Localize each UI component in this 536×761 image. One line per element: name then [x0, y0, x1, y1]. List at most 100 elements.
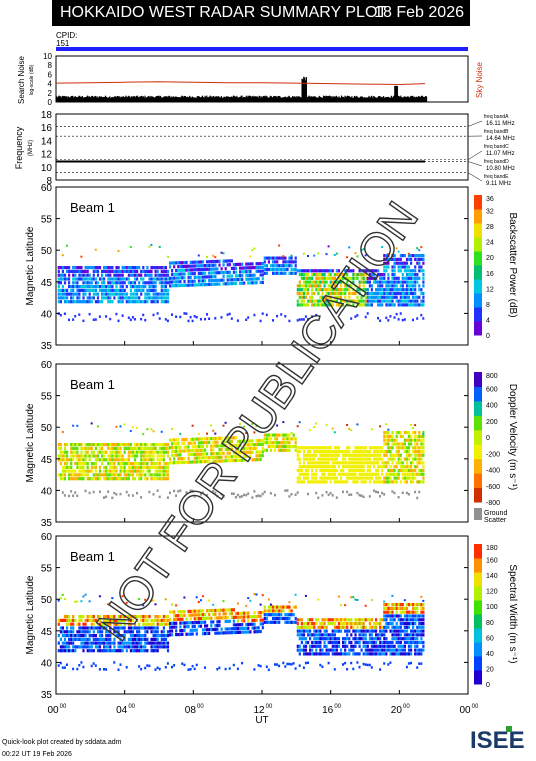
- scatter-cell: [403, 648, 406, 652]
- scatter-cell: [179, 457, 182, 461]
- scatter-cell: [389, 288, 392, 292]
- scatter-cell: [356, 629, 359, 633]
- scatter-cell: [162, 615, 165, 619]
- search-noise-bar: [379, 96, 381, 102]
- scatter-cell: [358, 637, 361, 641]
- scatter-cell: [414, 288, 417, 292]
- scatter-cell: [133, 296, 137, 300]
- scatter-cell: [243, 626, 246, 630]
- scatter-cell: [362, 495, 365, 499]
- scatter-cell: [335, 303, 338, 307]
- scatter-cell: [195, 264, 198, 268]
- scatter-cell: [109, 454, 112, 458]
- search-noise-bar: [305, 77, 307, 102]
- scatter-cell: [311, 472, 314, 476]
- scatter-cell: [98, 300, 102, 304]
- scatter-cell: [410, 610, 413, 614]
- scatter-cell: [107, 469, 110, 473]
- search-noise-bar: [90, 96, 92, 102]
- scatter-cell: [121, 296, 124, 300]
- search-noise-bar: [259, 96, 261, 102]
- scatter-cell: [403, 614, 406, 618]
- search-noise-bar: [83, 97, 85, 102]
- scatter-cell: [269, 264, 273, 268]
- scatter-cell: [193, 283, 196, 287]
- scatter-cell: [201, 441, 205, 445]
- scatter-cell: [123, 443, 126, 447]
- scatter-cell: [96, 454, 100, 458]
- scatter-cell: [395, 247, 398, 250]
- scatter-cell: [76, 462, 79, 466]
- scatter-cell: [414, 269, 417, 273]
- scatter-cell: [251, 262, 254, 266]
- scatter-cell: [78, 637, 81, 641]
- scatter-cell: [245, 262, 248, 266]
- scatter-cell: [362, 248, 365, 251]
- search-noise-bar: [60, 96, 62, 102]
- search-noise-bar: [168, 95, 170, 102]
- scatter-cell: [239, 495, 241, 499]
- scatter-cell: [368, 291, 371, 296]
- scatter-cell: [309, 446, 312, 450]
- scatter-cell: [220, 448, 223, 452]
- scatter-cell: [412, 427, 414, 430]
- scatter-cell: [278, 613, 281, 617]
- scatter-cell: [418, 434, 421, 438]
- scatter-cell: [288, 620, 291, 624]
- scatter-cell: [173, 280, 176, 284]
- scatter-cell: [344, 273, 347, 277]
- scatter-cell: [125, 458, 128, 462]
- scatter-cell: [169, 461, 172, 465]
- scatter-cell: [405, 446, 409, 450]
- scatter-cell: [253, 446, 256, 450]
- scatter-cell: [294, 441, 297, 445]
- scatter-cell: [96, 477, 100, 481]
- scatter-cell: [144, 634, 147, 638]
- scatter-cell: [74, 645, 77, 649]
- scatter-cell: [74, 462, 77, 466]
- scatter-cell: [389, 640, 392, 645]
- scatter-cell: [346, 472, 349, 476]
- scatter-cell: [391, 461, 394, 465]
- search-noise-bar: [195, 97, 198, 102]
- scatter-cell: [407, 493, 410, 496]
- scatter-cell: [327, 465, 330, 469]
- scatter-cell: [115, 285, 118, 289]
- scatter-cell: [410, 618, 413, 622]
- scatter-cell: [80, 462, 83, 466]
- scatter-cell: [101, 269, 104, 273]
- scatter-cell: [154, 281, 157, 285]
- scatter-cell: [133, 622, 137, 626]
- scatter-cell: [109, 266, 112, 270]
- scatter-cell: [272, 620, 275, 624]
- scatter-cell: [381, 468, 384, 473]
- search-noise-bar: [133, 96, 135, 102]
- scatter-cell: [96, 618, 100, 622]
- scatter-cell: [105, 288, 108, 292]
- search-noise-bar: [356, 96, 358, 102]
- scatter-cell: [372, 648, 376, 652]
- scatter-cell: [261, 610, 264, 615]
- search-noise-bar: [385, 97, 387, 102]
- search-noise-bar: [101, 97, 103, 102]
- scatter-cell: [389, 468, 392, 473]
- scatter-cell: [245, 443, 248, 447]
- scatter-cell: [391, 614, 394, 618]
- scatter-cell: [138, 637, 141, 641]
- scatter-cell: [154, 273, 157, 277]
- scatter-cell: [96, 626, 100, 630]
- scatter-cell: [115, 477, 118, 481]
- scatter-cell: [152, 281, 155, 285]
- scatter-cell: [127, 622, 130, 626]
- scatter-cell: [255, 626, 258, 630]
- scatter-cell: [193, 449, 196, 453]
- scatter-cell: [375, 468, 378, 473]
- scatter-cell: [253, 431, 256, 434]
- scatter-cell: [160, 622, 163, 626]
- search-noise-bar: [127, 96, 129, 102]
- scatter-cell: [164, 443, 167, 447]
- scatter-cell: [290, 437, 293, 441]
- scatter-cell: [119, 469, 122, 473]
- scatter-cell: [206, 459, 209, 464]
